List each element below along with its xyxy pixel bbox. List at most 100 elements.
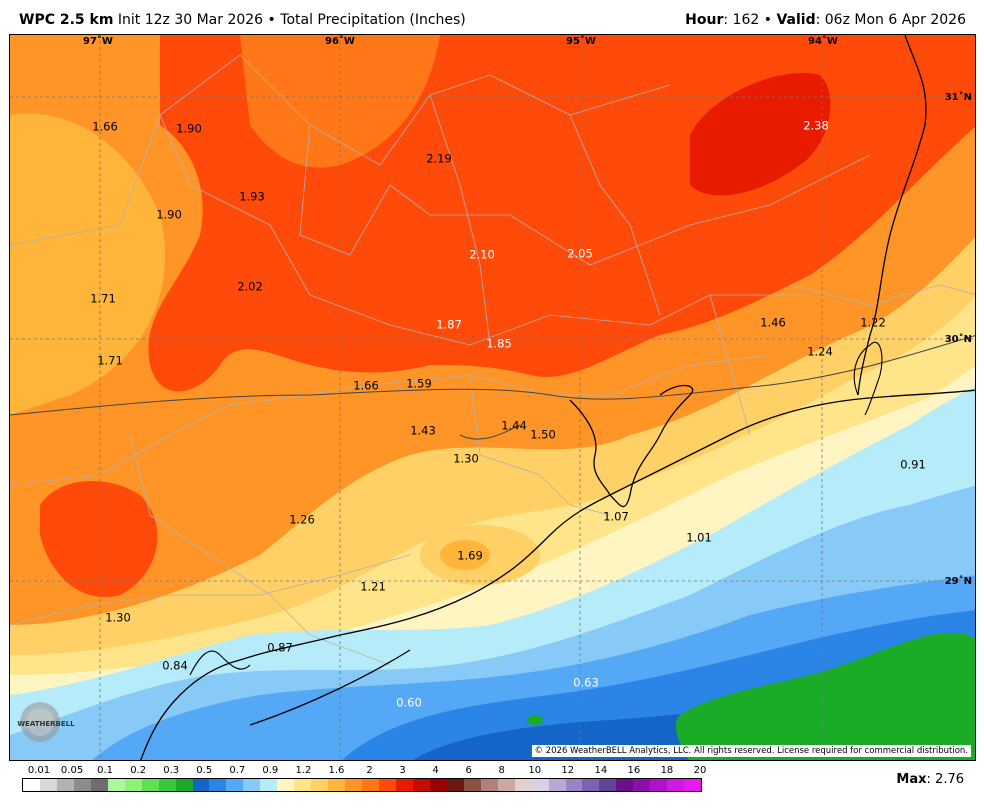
- colorbar-swatch: [633, 779, 651, 791]
- colorbar-swatch: [328, 779, 346, 791]
- coastline: [140, 389, 975, 760]
- colorbar-label: 0.5: [196, 765, 213, 776]
- colorbar-label: 12: [561, 765, 575, 776]
- colorbar-swatch: [684, 779, 702, 791]
- colorbar-label: 3: [399, 765, 406, 776]
- weatherbell-logo: WEATHERBELL: [16, 700, 76, 744]
- colorbar-swatch: [260, 779, 278, 791]
- colorbar-swatch: [480, 779, 498, 791]
- county-line: [709, 294, 751, 436]
- precip-value: 1.30: [453, 452, 479, 466]
- colorbar-label: 16: [627, 765, 641, 776]
- precip-value: 1.71: [90, 292, 116, 306]
- colorbar-swatch: [531, 779, 549, 791]
- precip-value: 2.38: [803, 119, 829, 133]
- colorbar-swatch: [311, 779, 329, 791]
- precip-value: 1.44: [501, 419, 527, 433]
- lon-label-94w: 94˚W: [808, 35, 838, 47]
- precip-value: 1.85: [486, 337, 512, 351]
- colorbar-swatch: [90, 779, 108, 791]
- precip-blob-sw: [40, 481, 158, 597]
- colorbar-label: 20: [693, 765, 707, 776]
- colorbar-swatch: [175, 779, 193, 791]
- colorbar-swatch: [379, 779, 396, 791]
- matagorda-bay: [189, 650, 251, 676]
- precip-colorbar: 0.01 0.05 0.1 0.2 0.3 0.5 0.7 0.9 1.2 1.6 2 3 4 6 8 10 1…: [22, 765, 706, 792]
- barrier-island: [249, 649, 411, 726]
- county-line: [429, 94, 491, 346]
- precipitation-map[interactable]: 97˚W 96˚W 95˚W 94˚W 31˚N 30˚N 29˚N 1.66 …: [9, 34, 976, 761]
- colorbar-label: 0.1: [97, 765, 114, 776]
- colorbar-swatch: [667, 779, 685, 791]
- precip-values: 1.66 1.90 2.19 2.38 1.93 1.90 2.10 2.05 …: [90, 119, 926, 710]
- state-line: [857, 35, 927, 396]
- forecast-hour-valid: Hour: 162 • Valid: 06z Mon 6 Apr 2026: [685, 12, 966, 28]
- precip-value: 0.91: [900, 458, 926, 472]
- precip-value: 1.59: [406, 377, 432, 391]
- separator: •: [763, 12, 772, 28]
- separator: •: [267, 12, 276, 28]
- colorbar-label: 0.05: [60, 765, 84, 776]
- colorbar-swatch: [226, 779, 244, 791]
- colorbar-label: 4: [432, 765, 439, 776]
- max-label: Max: [896, 772, 927, 787]
- model-name: WPC 2.5 km: [19, 12, 114, 28]
- init-time: Init 12z 30 Mar 2026: [117, 12, 264, 28]
- county-line: [469, 374, 611, 516]
- hour-label: Hour: [685, 12, 724, 28]
- precip-value: 1.87: [436, 318, 462, 332]
- sabine-lake: [853, 342, 883, 416]
- boundary-segment: [459, 424, 521, 440]
- precip-blob-1.69-core: [440, 540, 490, 570]
- colorbar-swatch: [277, 779, 295, 791]
- galveston-bay: [569, 384, 694, 508]
- county-line: [789, 284, 975, 306]
- colorbar-swatch: [514, 779, 532, 791]
- county-line: [159, 114, 810, 346]
- colorbar-label: 6: [465, 765, 472, 776]
- precip-value: 1.43: [410, 424, 436, 438]
- colorbar-swatch: [141, 779, 159, 791]
- precip-value: 2.10: [469, 248, 495, 262]
- precip-value: 1.66: [353, 379, 379, 393]
- colorbar-swatch: [362, 779, 380, 791]
- colorbar-swatch: [463, 779, 481, 791]
- precip-value: 1.30: [105, 611, 131, 625]
- colorbar-label: 1.2: [295, 765, 312, 776]
- product-name: Total Precipitation (Inches): [280, 12, 466, 28]
- county-line: [10, 54, 671, 246]
- colorbar-swatch: [294, 779, 312, 791]
- precip-value: 1.46: [760, 316, 786, 330]
- colorbar-swatch: [616, 779, 634, 791]
- logo-graphic: WEATHERBELL: [17, 702, 75, 742]
- colorbar-label: 0.9: [262, 765, 279, 776]
- colorbar-label: 0.01: [27, 765, 51, 776]
- valid-value: : 06z Mon 6 Apr 2026: [815, 12, 966, 28]
- precip-value: 1.22: [860, 316, 886, 330]
- river-line: [10, 335, 975, 416]
- precip-value: 1.50: [530, 428, 556, 442]
- precip-value: 1.93: [239, 190, 265, 204]
- precip-value: 0.87: [267, 641, 293, 655]
- colorbar-swatches: [22, 778, 702, 792]
- precip-value: 1.24: [807, 345, 833, 359]
- precip-value: 2.05: [567, 247, 593, 261]
- lon-label-96w: 96˚W: [325, 35, 355, 47]
- colorbar-label: 10: [528, 765, 542, 776]
- colorbar-swatch: [124, 779, 142, 791]
- colorbar-swatch: [23, 779, 40, 791]
- precip-value: 1.21: [360, 580, 386, 594]
- colorbar-label: 2: [366, 765, 373, 776]
- lon-label-95w: 95˚W: [566, 35, 596, 47]
- precip-value: 1.07: [603, 510, 629, 524]
- county-line: [129, 434, 391, 666]
- colorbar-label: 0.2: [130, 765, 147, 776]
- precip-contour-3: [690, 73, 831, 196]
- colorbar-swatch: [395, 779, 413, 791]
- precip-value: 1.90: [156, 208, 182, 222]
- county-line: [10, 354, 771, 486]
- colorbar-swatch: [192, 779, 210, 791]
- colorbar-swatch: [39, 779, 57, 791]
- graticule: [10, 35, 975, 760]
- colorbar-swatch: [107, 779, 125, 791]
